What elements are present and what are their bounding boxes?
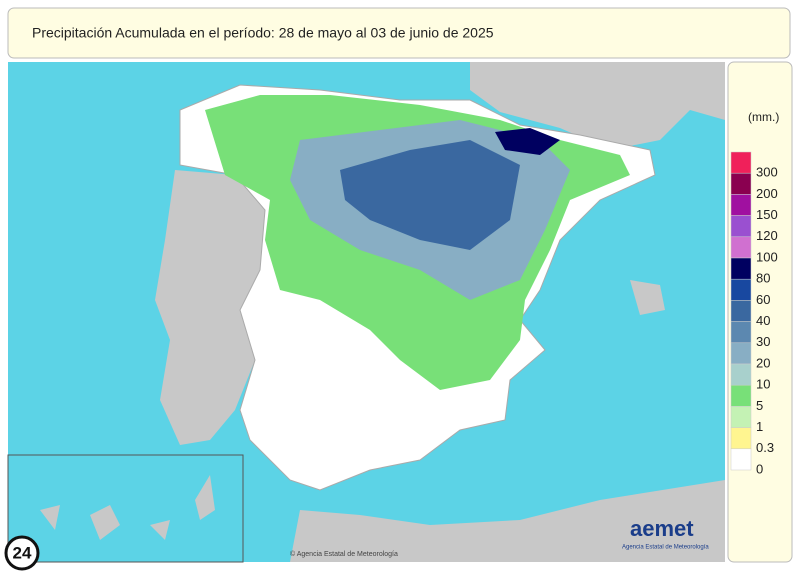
legend-label: 60 [756,292,770,307]
legend-swatch [730,363,752,386]
legend-label: 20 [756,355,770,370]
legend-label: 0.3 [756,440,774,455]
legend-swatch [730,172,752,195]
legend-label: 200 [756,186,778,201]
legend-swatch [730,300,752,322]
legend-label: 10 [756,377,770,392]
legend-swatch [730,321,752,344]
rain-40 [340,140,520,250]
copyright: © Agencia Estatal de Meteorología [290,550,398,558]
legend-swatch [730,448,752,471]
legend-swatch [730,278,752,301]
title-box [7,7,791,59]
legend-label: 1 [756,419,763,434]
legend-label: 150 [756,207,778,222]
legend-label: 80 [756,271,770,286]
legend-label: 5 [756,398,763,413]
portugal [155,170,265,445]
rain-80 [495,128,560,155]
balearic [630,280,665,315]
legend-unit: (mm.) [748,110,779,124]
legend-label: 40 [756,313,770,328]
badge-text: 24 [13,543,32,562]
logo-name: aemet [630,516,694,541]
legend-swatch [730,342,752,365]
legend-label: 120 [756,228,778,243]
legend-label: 30 [756,334,770,349]
title: Precipitación Acumulada en el período: 2… [32,25,494,41]
africa [290,480,725,562]
legend-swatch [730,257,752,280]
legend-swatch [730,215,752,238]
legend-label: 0 [756,461,763,476]
legend-swatch [730,406,752,428]
canary-inset [7,454,244,563]
legend-swatch [730,194,752,216]
legend-label: 300 [756,165,778,180]
logo-subtitle: Agencia Estatal de Meteorología [622,545,709,551]
legend: 300 200 150 120 100 80 60 40 30 20 10 5 1 0.3 0 [730,151,778,476]
legend-label: 100 [756,249,778,264]
legend-swatch [730,151,752,174]
badge [4,535,40,571]
legend-swatch [730,427,752,450]
map: © Agencia Estatal de Meteorología aemet … [7,62,725,563]
legend-swatch [730,236,752,259]
legend-swatch [730,384,752,407]
france [470,62,725,150]
